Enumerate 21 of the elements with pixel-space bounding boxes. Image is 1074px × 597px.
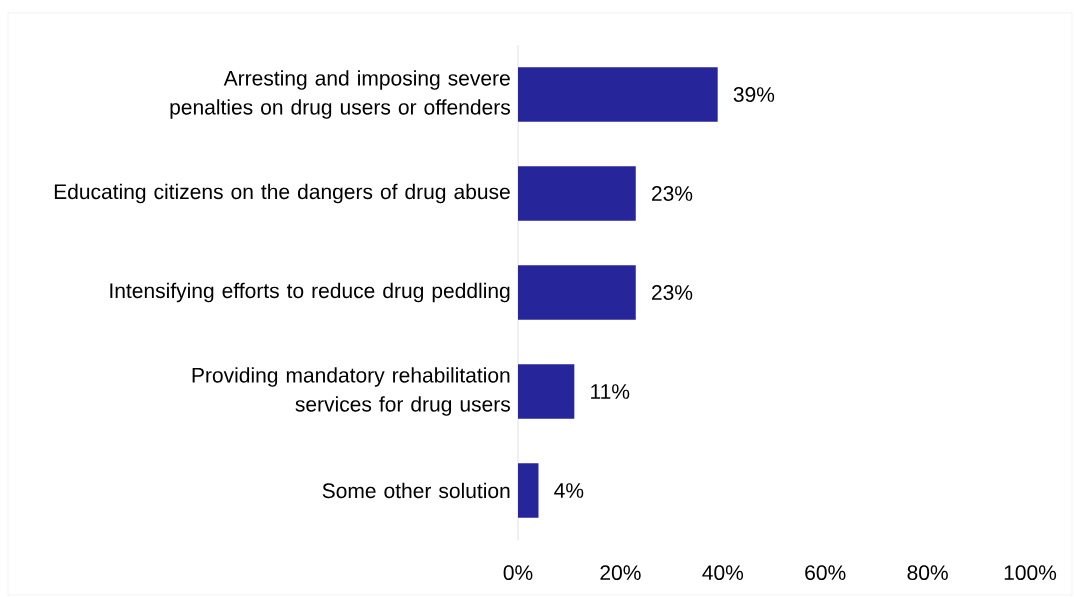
data-label: 23% [652,285,693,300]
bar [518,67,718,122]
x-tick-label: 0% [503,565,533,581]
bar [518,364,575,419]
y-tick-label: Some other solution [322,482,510,499]
bar [518,265,636,320]
bar [518,166,636,221]
data-label: 11% [591,384,630,399]
x-tick-label: 60% [805,565,846,581]
data-label: 23% [652,186,693,201]
y-tick-label: Arresting and imposing severe penalties on drug users or offenders [170,70,510,119]
data-label: 39% [733,87,775,102]
y-tick-label: Educating citizens on the dangers of drug abuse [54,183,510,204]
x-tick-label: 40% [702,565,744,581]
y-tick-label: Intensifying efforts to reduce drug peddling [110,282,510,303]
x-tick-label: 20% [600,565,641,581]
x-tick-label: 80% [907,565,948,581]
data-label: 4% [554,483,584,498]
y-tick-label: Providing mandatory rehabilitation services for drug users [192,367,510,416]
bar [518,463,539,518]
x-tick-label: 100% [1004,565,1057,581]
